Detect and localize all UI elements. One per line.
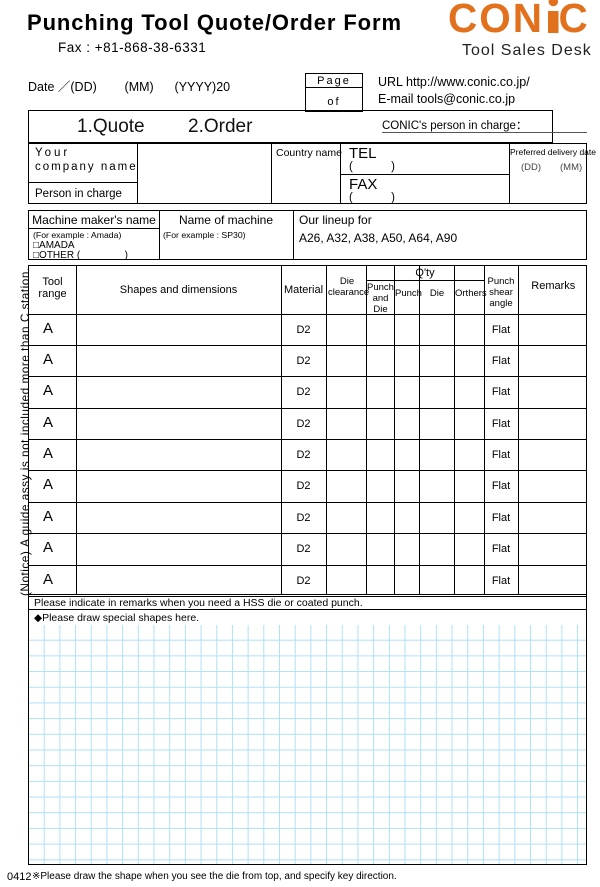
svg-text:C: C bbox=[559, 0, 590, 41]
svg-text:CON: CON bbox=[448, 0, 544, 41]
